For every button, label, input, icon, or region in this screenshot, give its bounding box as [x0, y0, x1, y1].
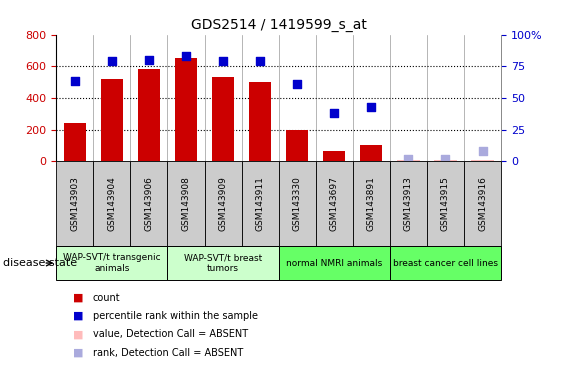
Text: GSM143909: GSM143909: [218, 176, 227, 231]
Text: GSM143908: GSM143908: [181, 176, 190, 231]
Text: disease state: disease state: [3, 258, 77, 268]
Text: GSM143913: GSM143913: [404, 176, 413, 231]
Text: percentile rank within the sample: percentile rank within the sample: [93, 311, 258, 321]
Text: WAP-SVT/t breast
tumors: WAP-SVT/t breast tumors: [184, 253, 262, 273]
Point: [70, 78, 79, 84]
Bar: [471, 160, 494, 161]
Bar: [168, 161, 204, 246]
Text: GSM143915: GSM143915: [441, 176, 450, 231]
Bar: [286, 130, 309, 161]
Bar: [93, 161, 131, 246]
Bar: [175, 58, 197, 161]
Text: normal NMRI animals: normal NMRI animals: [286, 258, 382, 268]
Bar: [249, 82, 271, 161]
Text: GSM143904: GSM143904: [108, 176, 117, 231]
Bar: [360, 146, 382, 161]
Bar: [353, 161, 390, 246]
Bar: [427, 161, 464, 246]
Point: [145, 57, 154, 63]
Text: count: count: [93, 293, 120, 303]
Bar: [279, 161, 316, 246]
Text: ■: ■: [73, 348, 84, 358]
Bar: [390, 161, 427, 246]
Text: GSM143330: GSM143330: [293, 176, 302, 231]
Text: ■: ■: [73, 329, 84, 339]
Text: rank, Detection Call = ABSENT: rank, Detection Call = ABSENT: [93, 348, 243, 358]
Bar: [279, 246, 390, 280]
Text: GSM143906: GSM143906: [145, 176, 154, 231]
Bar: [323, 151, 346, 161]
Text: GSM143697: GSM143697: [330, 176, 339, 231]
Point: [367, 104, 376, 110]
Bar: [204, 161, 242, 246]
Bar: [56, 161, 93, 246]
Point: [293, 81, 302, 87]
Bar: [64, 123, 86, 161]
Text: ■: ■: [73, 293, 84, 303]
Bar: [464, 161, 501, 246]
Text: WAP-SVT/t transgenic
animals: WAP-SVT/t transgenic animals: [63, 253, 160, 273]
Bar: [56, 246, 168, 280]
Bar: [131, 161, 168, 246]
Point: [181, 53, 190, 59]
Bar: [316, 161, 353, 246]
Text: GSM143903: GSM143903: [70, 176, 79, 231]
Text: GSM143916: GSM143916: [478, 176, 487, 231]
Text: breast cancer cell lines: breast cancer cell lines: [393, 258, 498, 268]
Text: ■: ■: [73, 311, 84, 321]
Point: [256, 58, 265, 64]
Text: GSM143891: GSM143891: [367, 176, 376, 231]
Text: GSM143911: GSM143911: [256, 176, 265, 231]
Bar: [242, 161, 279, 246]
Point: [108, 58, 117, 64]
Title: GDS2514 / 1419599_s_at: GDS2514 / 1419599_s_at: [191, 18, 367, 32]
Point: [441, 156, 450, 162]
Bar: [101, 79, 123, 161]
Point: [330, 110, 339, 116]
Bar: [138, 69, 160, 161]
Text: value, Detection Call = ABSENT: value, Detection Call = ABSENT: [93, 329, 248, 339]
Bar: [212, 77, 234, 161]
Bar: [390, 246, 501, 280]
Bar: [168, 246, 279, 280]
Point: [478, 148, 487, 154]
Point: [218, 58, 227, 64]
Point: [404, 156, 413, 162]
